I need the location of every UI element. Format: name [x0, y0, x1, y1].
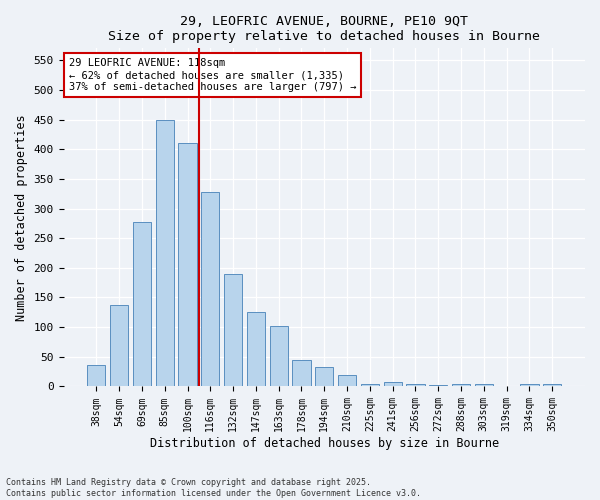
Bar — [315, 367, 334, 386]
Bar — [429, 384, 448, 386]
Bar — [338, 375, 356, 386]
Text: 29 LEOFRIC AVENUE: 118sqm
← 62% of detached houses are smaller (1,335)
37% of se: 29 LEOFRIC AVENUE: 118sqm ← 62% of detac… — [69, 58, 356, 92]
Bar — [155, 120, 174, 386]
Bar — [133, 222, 151, 386]
Bar — [269, 326, 288, 386]
Bar — [247, 312, 265, 386]
Bar — [292, 360, 311, 386]
Bar — [452, 384, 470, 386]
Bar — [201, 192, 220, 386]
Bar — [224, 274, 242, 386]
Bar — [406, 384, 425, 386]
Bar — [178, 143, 197, 386]
Y-axis label: Number of detached properties: Number of detached properties — [15, 114, 28, 320]
Bar — [383, 382, 402, 386]
Bar — [110, 304, 128, 386]
Bar — [87, 365, 106, 386]
Title: 29, LEOFRIC AVENUE, BOURNE, PE10 9QT
Size of property relative to detached house: 29, LEOFRIC AVENUE, BOURNE, PE10 9QT Siz… — [108, 15, 540, 43]
Bar — [361, 384, 379, 386]
Bar — [520, 384, 539, 386]
Bar — [475, 384, 493, 386]
Text: Contains HM Land Registry data © Crown copyright and database right 2025.
Contai: Contains HM Land Registry data © Crown c… — [6, 478, 421, 498]
Bar — [543, 384, 561, 386]
X-axis label: Distribution of detached houses by size in Bourne: Distribution of detached houses by size … — [150, 437, 499, 450]
